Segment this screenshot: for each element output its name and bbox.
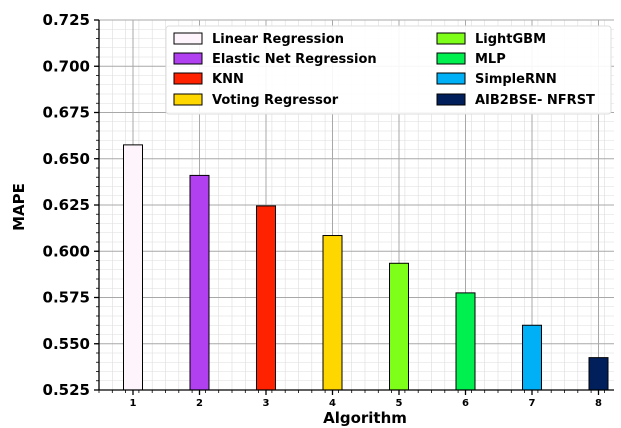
bar — [588, 357, 609, 391]
x-tick-label: 1 — [130, 398, 137, 409]
y-tick-label: 0.600 — [43, 242, 90, 260]
bar — [522, 324, 542, 391]
bar — [189, 174, 210, 391]
axes — [94, 19, 614, 395]
legend-swatch — [173, 93, 203, 106]
x-tick-label: 2 — [196, 398, 203, 409]
bar — [455, 292, 476, 391]
legend-label: KNN — [212, 72, 244, 87]
bar — [123, 144, 143, 391]
bar — [389, 262, 409, 391]
legend-label: MLP — [475, 52, 506, 67]
bar — [256, 205, 276, 391]
y-tick-label: 0.550 — [43, 335, 90, 353]
x-tick-label: 5 — [396, 398, 403, 409]
legend-swatch — [173, 32, 203, 45]
y-tick-label: 0.650 — [43, 150, 90, 168]
x-tick-label: 3 — [263, 398, 270, 409]
bar — [322, 235, 343, 391]
legend-label: SimpleRNN — [475, 72, 557, 87]
y-tick-label: 0.625 — [43, 196, 90, 214]
x-tick-label: 6 — [462, 398, 469, 409]
legend-swatch — [173, 52, 203, 65]
legend: Linear Regression Elastic Net Regression K… — [165, 25, 612, 115]
x-tick-label: 4 — [329, 398, 336, 409]
bars — [123, 144, 609, 391]
y-tick-label: 0.525 — [43, 381, 90, 399]
y-tick-label: 0.575 — [43, 289, 90, 307]
legend-swatch — [173, 72, 203, 85]
x-tick-label: 7 — [529, 398, 536, 409]
x-tick-label: 8 — [595, 398, 602, 409]
legend-label: LightGBM — [475, 32, 546, 47]
x-axis-label: Algorithm — [323, 409, 407, 427]
y-tick-label: 0.725 — [43, 11, 90, 29]
legend-label: AIB2BSE- NFRST — [475, 93, 595, 108]
y-tick-label: 0.675 — [43, 104, 90, 122]
x-tick-labels: 1 2 3 4 5 6 7 8 — [130, 398, 603, 409]
legend-box — [165, 25, 612, 115]
y-tick-labels: 0.525 0.550 0.575 0.600 0.625 0.650 0.675 0.700… — [43, 11, 90, 399]
legend-swatch — [436, 72, 466, 85]
y-axis-label: MAPE — [10, 183, 28, 231]
legend-label: Linear Regression — [212, 32, 344, 47]
legend-swatch — [436, 93, 466, 106]
legend-label: Elastic Net Regression — [212, 52, 377, 67]
legend-label: Voting Regressor — [212, 93, 339, 108]
legend-swatch — [436, 32, 466, 45]
legend-swatch — [436, 52, 466, 65]
y-tick-label: 0.700 — [43, 57, 90, 75]
